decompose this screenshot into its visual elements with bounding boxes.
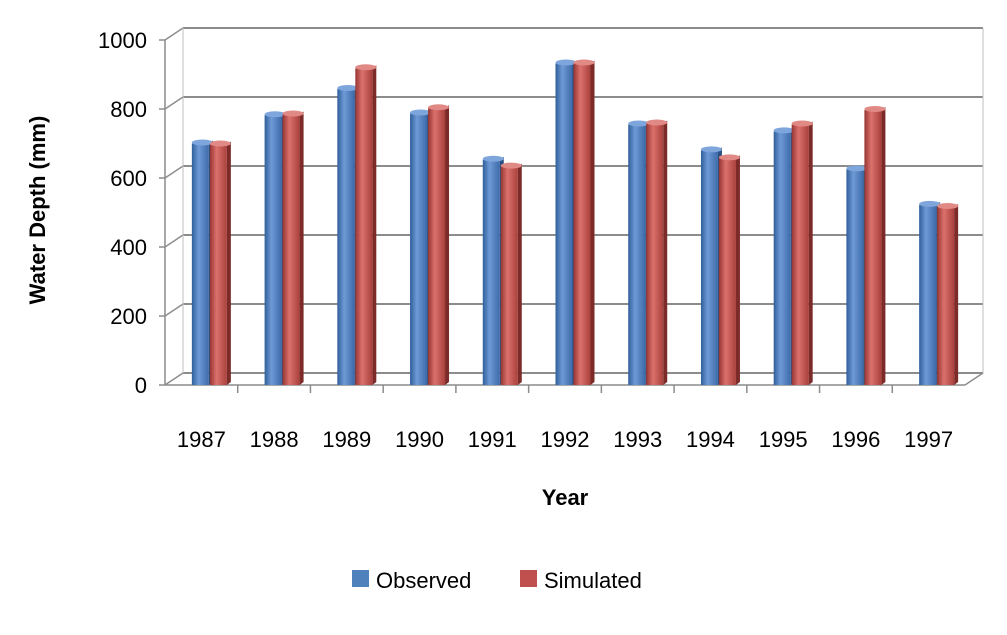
y-tick-label: 1000 [98, 28, 147, 53]
legend-label: Observed [376, 568, 471, 593]
x-tick-label: 1992 [541, 427, 590, 452]
legend-swatch [352, 570, 369, 587]
gridline-side [164, 96, 184, 110]
bar-simulated-1993 [646, 119, 668, 386]
y-tick-label: 200 [110, 304, 147, 329]
bar-observed-1996 [846, 165, 868, 385]
bar-simulated-1995 [791, 120, 813, 386]
bar-observed-1988 [264, 111, 286, 386]
x-tick-label: 1995 [759, 427, 808, 452]
legend-label: Simulated [544, 568, 642, 593]
gridline-side [164, 372, 184, 386]
x-tick-label: 1988 [250, 427, 299, 452]
bar-observed-1995 [773, 127, 795, 386]
x-tick-label: 1989 [322, 427, 371, 452]
bar-simulated-1987 [209, 140, 231, 385]
bar-observed-1993 [628, 120, 650, 386]
gridline-side [164, 234, 184, 248]
bar-observed-1989 [337, 84, 359, 386]
bar-simulated-1997 [937, 202, 959, 385]
bar-simulated-1994 [718, 154, 740, 385]
bar-simulated-1989 [355, 64, 377, 385]
bar-simulated-1992 [573, 59, 595, 386]
tick-labels: 0 200 400 600 800 1000 1987 1988 1989 1990 1991 199… [98, 28, 953, 452]
bar-simulated-1991 [500, 162, 522, 385]
gridline-side [164, 303, 184, 317]
bar-observed-1992 [555, 59, 577, 386]
legend: Observed Simulated [352, 568, 642, 593]
x-axis-title: Year [542, 485, 589, 510]
x-tick-label: 1987 [177, 427, 226, 452]
bar-observed-1990 [410, 109, 432, 386]
bar-observed-1991 [482, 155, 504, 385]
floor-edge [964, 372, 984, 386]
y-tick-label: 800 [110, 97, 147, 122]
legend-swatch [520, 570, 537, 587]
x-tick-label: 1997 [904, 427, 953, 452]
y-tick-label: 600 [110, 166, 147, 191]
bar-simulated-1996 [864, 106, 886, 385]
x-tick-label: 1990 [395, 427, 444, 452]
y-tick-label: 400 [110, 235, 147, 260]
bar-observed-1997 [919, 200, 941, 385]
bar-simulated-1988 [282, 110, 304, 386]
bar-observed-1994 [700, 146, 722, 385]
x-tick-label: 1994 [686, 427, 735, 452]
bars [191, 59, 959, 386]
y-axis-title: Water Depth (mm) [25, 116, 50, 305]
x-tick-label: 1996 [831, 427, 880, 452]
y-tick-label: 0 [135, 373, 147, 398]
x-tick-label: 1993 [613, 427, 662, 452]
bar-observed-1987 [191, 139, 213, 385]
x-tick-label: 1991 [468, 427, 517, 452]
gridline-side [164, 27, 184, 41]
gridline-side [164, 165, 184, 179]
bar-simulated-1990 [428, 104, 450, 385]
